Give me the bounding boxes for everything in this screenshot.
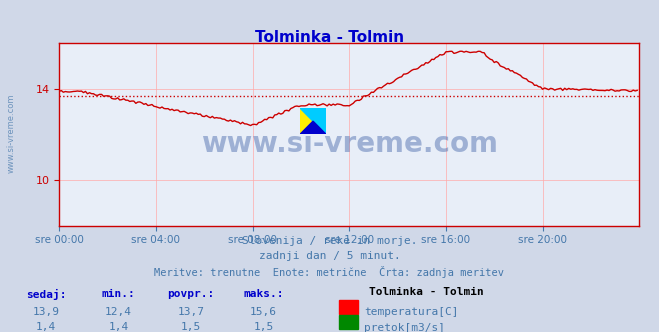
Text: 1,4: 1,4	[109, 322, 129, 332]
Text: maks.:: maks.:	[243, 289, 284, 299]
Text: 1,4: 1,4	[36, 322, 56, 332]
Text: 13,9: 13,9	[33, 307, 59, 317]
Bar	[339, 300, 358, 314]
Text: www.si-vreme.com: www.si-vreme.com	[7, 93, 16, 173]
Bar	[339, 315, 358, 329]
Text: pretok[m3/s]: pretok[m3/s]	[364, 323, 445, 332]
Text: www.si-vreme.com: www.si-vreme.com	[201, 129, 498, 158]
Text: Meritve: trenutne  Enote: metrične  Črta: zadnja meritev: Meritve: trenutne Enote: metrične Črta: …	[154, 266, 505, 278]
Text: 1,5: 1,5	[254, 322, 273, 332]
Text: 13,7: 13,7	[178, 307, 204, 317]
Text: 12,4: 12,4	[105, 307, 132, 317]
Text: zadnji dan / 5 minut.: zadnji dan / 5 minut.	[258, 251, 401, 261]
Text: 1,5: 1,5	[181, 322, 201, 332]
Text: sedaj:: sedaj:	[26, 289, 67, 300]
Text: temperatura[C]: temperatura[C]	[364, 307, 459, 317]
Text: Tolminka - Tolmin: Tolminka - Tolmin	[369, 287, 484, 297]
Polygon shape	[300, 121, 326, 134]
Text: Slovenija / reke in morje.: Slovenija / reke in morje.	[242, 236, 417, 246]
Text: 15,6: 15,6	[250, 307, 277, 317]
Polygon shape	[300, 108, 326, 134]
Text: Tolminka - Tolmin: Tolminka - Tolmin	[255, 30, 404, 45]
Text: povpr.:: povpr.:	[167, 289, 215, 299]
Text: min.:: min.:	[101, 289, 136, 299]
